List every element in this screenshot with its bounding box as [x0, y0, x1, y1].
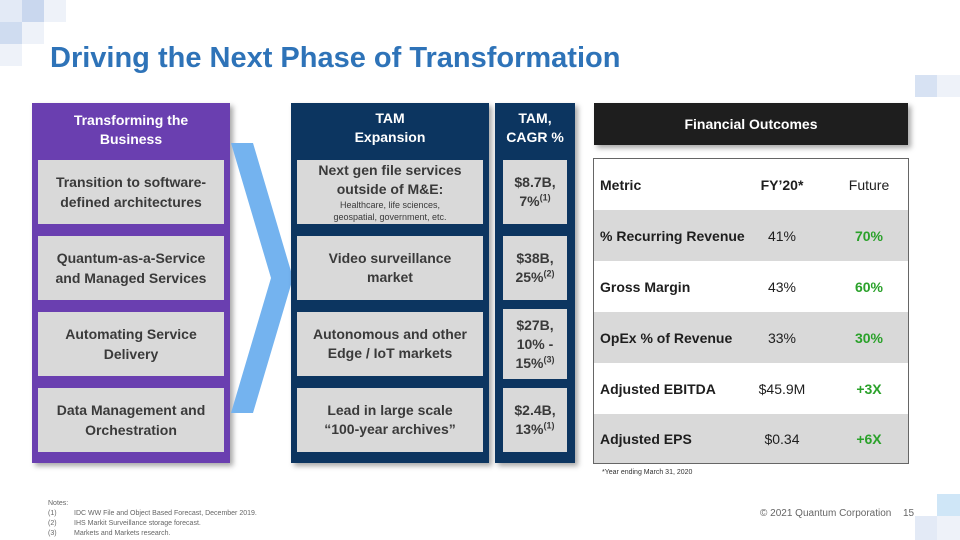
decor-square: [937, 75, 960, 97]
table-row: Gross Margin 43% 60%: [600, 278, 884, 295]
cagr-item: $8.7B, 7%(1): [503, 160, 567, 224]
page-number: 15: [903, 508, 915, 519]
tam-expansion-header: TAM Expansion: [354, 110, 426, 145]
note-item: (2) IHS Markit Surveillance storage forec…: [48, 520, 201, 527]
decor-square: [44, 0, 66, 22]
transforming-item: Automating Service Delivery: [38, 312, 224, 376]
tam-item: Autonomous and other Edge / IoT markets: [297, 312, 483, 376]
decor-square: [22, 0, 44, 22]
decor-square: [22, 22, 44, 44]
transforming-column: Transforming the Business Transition to …: [32, 103, 230, 463]
note-item: (1) IDC WW File and Object Based Forecast…: [48, 510, 257, 517]
transforming-item: Data Management and Orchestration: [38, 388, 224, 452]
table-row: % Recurring Revenue 41% 70%: [594, 210, 908, 261]
financial-outcomes-table: Metric FY’20* Future % Recurring Revenue…: [593, 158, 909, 464]
decor-square: [0, 0, 22, 22]
copyright: © 2021 Quantum Corporation: [760, 508, 892, 519]
transforming-item: Transition to software-defined architect…: [38, 160, 224, 224]
financial-outcomes-header: Financial Outcomes: [594, 103, 908, 145]
cagr-item: $38B, 25%(2): [503, 236, 567, 300]
table-row: Adjusted EBITDA $45.9M +3X: [600, 380, 882, 397]
note-item: (3) Markets and Markets research.: [48, 530, 171, 537]
page-title: Driving the Next Phase of Transformation: [50, 42, 621, 74]
tam-cagr-header: TAM, CAGR %: [506, 110, 564, 145]
tam-item: Lead in large scale “100-year archives”: [297, 388, 483, 452]
notes: Notes: (1) IDC WW File and Object Based F…: [48, 499, 257, 539]
decor-square: [937, 494, 960, 516]
transforming-header: Transforming the Business: [73, 112, 189, 147]
cagr-item: $27B, 10% - 15%(3): [503, 309, 567, 379]
decor-square: [915, 75, 937, 97]
decor-square: [0, 22, 22, 44]
table-row: OpEx % of Revenue 33% 30%: [594, 312, 908, 363]
tam-item: Video surveillance market: [297, 236, 483, 300]
cagr-item: $2.4B, 13%(1): [503, 388, 567, 452]
fiscal-year-footnote: *Year ending March 31, 2020: [602, 469, 693, 476]
transforming-item: Quantum-as-a-Service and Managed Services: [38, 236, 224, 300]
notes-label: Notes:: [48, 500, 69, 507]
table-row: Adjusted EPS $0.34 +6X: [594, 414, 908, 463]
tam-item: Next gen file services outside of M&E: H…: [297, 160, 483, 224]
decor-square: [0, 44, 22, 66]
table-header-row: Metric FY’20* Future: [600, 176, 890, 193]
decor-square: [937, 516, 960, 540]
chevron-right-arrow-icon: [231, 143, 293, 413]
tam-cagr-column: TAM, CAGR % $8.7B, 7%(1) $38B, 25%(2) $2…: [495, 103, 575, 463]
decor-square: [915, 516, 937, 540]
tam-expansion-column: TAM Expansion Next gen file services out…: [291, 103, 489, 463]
